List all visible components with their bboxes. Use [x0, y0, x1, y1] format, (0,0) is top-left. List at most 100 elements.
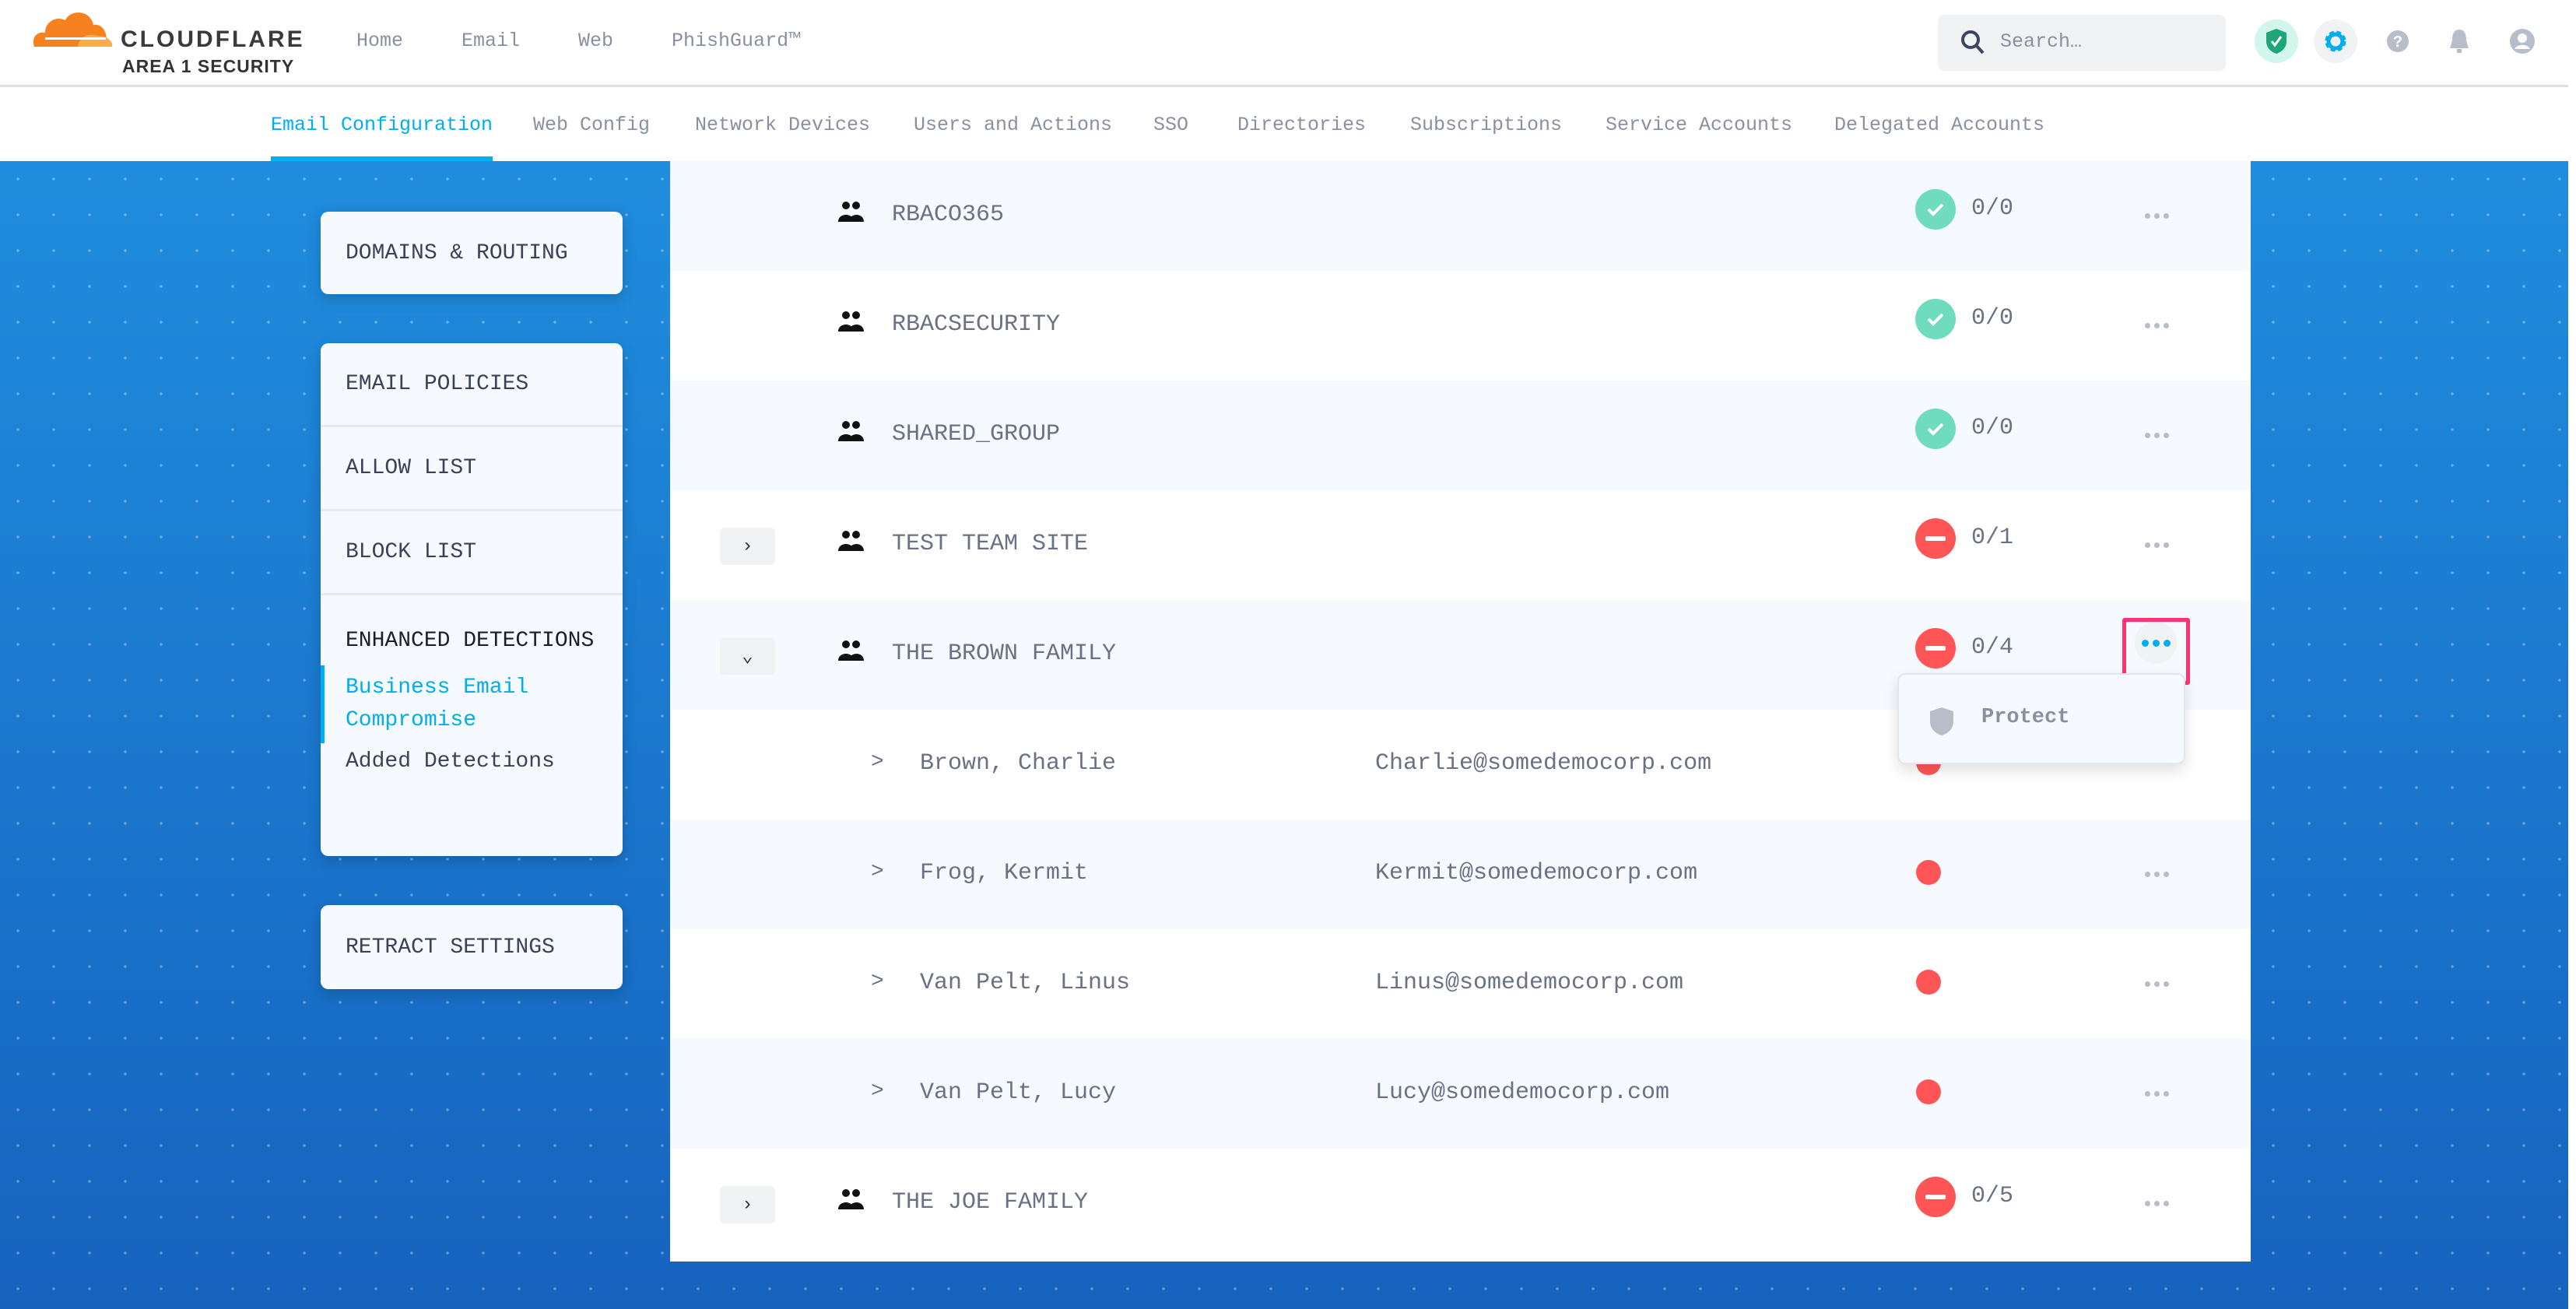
groups-table: RBACO365 0/0 RBACSECURITY 0/0 SHARED_GROUP 0/… — [670, 161, 2251, 1262]
member-email: Charlie@somedemocorp.com — [1375, 750, 1712, 777]
member-email: Lucy@somedemocorp.com — [1375, 1079, 1670, 1106]
tab-subscriptions[interactable]: Subscriptions — [1410, 114, 1563, 136]
tab-delegated-accounts[interactable]: Delegated Accounts — [1834, 114, 2045, 136]
status-dot — [1916, 1079, 1941, 1104]
bell-icon[interactable] — [2437, 19, 2481, 63]
group-icon — [838, 1189, 864, 1209]
group-row: › THE JOE FAMILY 0/5 — [670, 1149, 2251, 1258]
expand-button[interactable]: › — [720, 528, 775, 565]
group-name: THE BROWN FAMILY — [892, 640, 1117, 667]
nav-home[interactable]: Home — [356, 30, 404, 52]
sidebar-item-allow-list[interactable]: ALLOW LIST — [321, 427, 623, 511]
tab-directories[interactable]: Directories — [1237, 114, 1367, 136]
domains-card: DOMAINS & ROUTING — [321, 212, 623, 294]
group-row: RBACO365 0/0 — [670, 161, 2251, 271]
sub-nav: Email Configuration Web Config Network D… — [0, 87, 2568, 161]
unprotected-icon — [1915, 518, 1956, 559]
group-icon — [838, 421, 864, 441]
nav-web[interactable]: Web — [578, 30, 614, 52]
member-name: Frog, Kermit — [920, 860, 1089, 886]
help-icon[interactable]: ? — [2376, 19, 2420, 63]
tab-service-accounts[interactable]: Service Accounts — [1606, 114, 1793, 136]
tab-web-config[interactable]: Web Config — [533, 114, 651, 136]
sidebar-item-email-policies[interactable]: EMAIL POLICIES — [321, 343, 623, 427]
tab-email-configuration[interactable]: Email Configuration — [271, 114, 493, 161]
retract-card: RETRACT SETTINGS — [321, 905, 623, 989]
nav-email[interactable]: Email — [462, 30, 521, 52]
group-row: RBACSECURITY 0/0 — [670, 271, 2251, 381]
protected-count: 0/1 — [1971, 525, 2014, 551]
member-row: > Frog, Kermit Kermit@somedemocorp.com — [670, 819, 2251, 929]
shield-icon — [1930, 707, 1953, 735]
chevron-right-icon[interactable]: > — [871, 970, 884, 994]
member-email: Linus@somedemocorp.com — [1375, 970, 1684, 996]
policies-card: EMAIL POLICIES ALLOW LIST BLOCK LIST ENH… — [321, 343, 623, 856]
member-email: Kermit@somedemocorp.com — [1375, 860, 1698, 886]
protected-count: 0/0 — [1971, 305, 2014, 332]
protected-count: 0/5 — [1971, 1183, 2014, 1209]
nav-phishguard[interactable]: PhishGuard™ — [672, 30, 801, 52]
cloud-icon — [33, 12, 113, 47]
collapse-button[interactable]: ⌄ — [720, 637, 775, 675]
tab-users-and-actions[interactable]: Users and Actions — [914, 114, 1113, 136]
context-menu: Protect — [1897, 673, 2185, 764]
more-options-icon[interactable] — [2135, 622, 2177, 664]
group-name: RBACSECURITY — [892, 311, 1061, 338]
sidebar-item-retract-settings[interactable]: RETRACT SETTINGS — [346, 935, 555, 960]
search-icon — [1961, 30, 1985, 54]
svg-text:?: ? — [2393, 33, 2402, 51]
more-options-icon[interactable] — [2133, 419, 2180, 451]
group-name: THE JOE FAMILY — [892, 1189, 1089, 1216]
top-header: CLOUDFLARE AREA 1 SECURITY Home Email We… — [0, 0, 2568, 87]
more-options-icon[interactable] — [2133, 858, 2180, 890]
sidebar-item-business-email-compromise[interactable]: Business Email Compromise — [321, 665, 623, 743]
sidebar-item-block-list[interactable]: BLOCK LIST — [321, 511, 623, 595]
group-icon — [838, 531, 864, 551]
group-icon — [838, 311, 864, 332]
more-options-icon[interactable] — [2133, 529, 2180, 560]
sidebar-item-domains-routing[interactable]: DOMAINS & ROUTING — [346, 240, 568, 265]
member-row: > Brown, Charlie Charlie@somedemocorp.com — [670, 710, 2251, 819]
chevron-right-icon[interactable]: > — [871, 1079, 884, 1104]
protected-count: 0/4 — [1971, 634, 2014, 661]
more-options-icon[interactable] — [2133, 1078, 2180, 1109]
chevron-right-icon[interactable]: > — [871, 860, 884, 884]
group-icon — [838, 202, 864, 222]
member-name: Van Pelt, Lucy — [920, 1079, 1117, 1106]
group-name: RBACO365 — [892, 202, 1005, 228]
group-row: SHARED_GROUP 0/0 — [670, 381, 2251, 490]
status-dot — [1916, 970, 1941, 995]
search-input[interactable]: Search… — [1938, 15, 2226, 71]
sidebar-item-added-detections[interactable]: Added Detections — [346, 749, 555, 774]
member-row: > Van Pelt, Linus Linus@somedemocorp.com — [670, 929, 2251, 1039]
cloudflare-logo[interactable]: CLOUDFLARE AREA 1 SECURITY — [31, 8, 311, 78]
check-icon — [1915, 189, 1956, 230]
group-name: SHARED_GROUP — [892, 421, 1061, 447]
member-row: > Van Pelt, Lucy Lucy@somedemocorp.com — [670, 1039, 2251, 1149]
chevron-right-icon[interactable]: > — [871, 750, 884, 774]
tab-network-devices[interactable]: Network Devices — [695, 114, 871, 136]
unprotected-icon — [1915, 1177, 1956, 1217]
user-icon[interactable] — [2501, 19, 2544, 63]
more-options-icon[interactable] — [2133, 200, 2180, 231]
group-name: TEST TEAM SITE — [892, 531, 1089, 557]
sidebar-item-enhanced-detections[interactable]: ENHANCED DETECTIONS — [346, 629, 595, 653]
expand-button[interactable]: › — [720, 1186, 775, 1223]
brand-product: AREA 1 SECURITY — [122, 56, 295, 76]
status-dot — [1916, 860, 1941, 885]
protected-count: 0/0 — [1971, 415, 2014, 441]
protected-count: 0/0 — [1971, 195, 2014, 222]
member-name: Brown, Charlie — [920, 750, 1117, 777]
check-icon — [1915, 409, 1956, 449]
gear-icon[interactable] — [2314, 19, 2357, 63]
top-nav: Home Email Web PhishGuard™ — [356, 30, 858, 52]
member-name: Van Pelt, Linus — [920, 970, 1131, 996]
tab-sso[interactable]: SSO — [1153, 114, 1189, 136]
group-row: › TEST TEAM SITE 0/1 — [670, 490, 2251, 600]
more-options-icon[interactable] — [2133, 968, 2180, 999]
shield-check-icon[interactable] — [2255, 19, 2298, 63]
enhanced-detections-section: ENHANCED DETECTIONS Business Email Compr… — [321, 595, 623, 780]
more-options-icon[interactable] — [2133, 310, 2180, 341]
check-icon — [1915, 299, 1956, 339]
more-options-icon[interactable] — [2133, 1188, 2180, 1219]
